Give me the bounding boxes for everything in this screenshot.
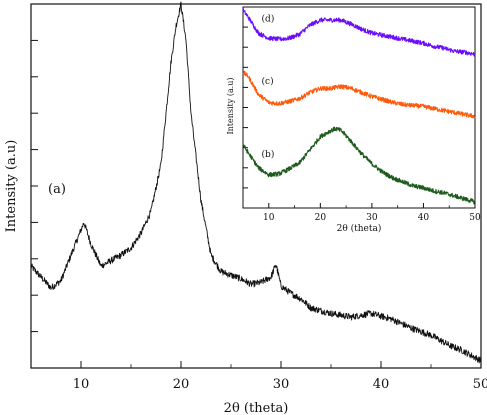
x-tick-label: 50	[469, 213, 481, 223]
x-tick-label: 40	[373, 377, 390, 392]
x-tick-label: 30	[273, 377, 290, 392]
x-tick-label: 10	[73, 377, 90, 392]
main-series-group	[30, 1, 482, 364]
main-y-axis-label: Intensity (a.u)	[4, 140, 19, 233]
x-tick-label: 50	[473, 377, 487, 392]
series-label-b: (b)	[262, 149, 275, 160]
x-tick-label: 30	[366, 213, 378, 223]
main-panel-label: (a)	[48, 182, 66, 197]
main-x-ticks: 10 20 30 40 50	[30, 361, 487, 392]
inset-series-group	[242, 8, 476, 205]
inset-x-ticks: 10 20 30 40 50	[242, 203, 481, 223]
main-y-ticks	[31, 39, 38, 333]
series-label-d: (d)	[262, 14, 275, 25]
series-label-c: (c)	[262, 76, 274, 87]
x-tick-label: 40	[418, 213, 430, 223]
inset-series-labels: (d) (c) (b)	[262, 14, 275, 160]
inset-x-axis-label: 2θ (theta)	[337, 223, 382, 234]
series-line-b	[242, 126, 476, 205]
main-x-axis-label: 2θ (theta)	[224, 401, 289, 415]
inset-y-axis-label: Intensity (a.u)	[226, 77, 235, 134]
x-tick-label: 20	[173, 377, 190, 392]
series-line-c	[242, 70, 476, 119]
series-line-d	[242, 8, 476, 57]
x-tick-label: 10	[263, 213, 275, 223]
inset-y-ticks	[243, 26, 248, 189]
x-tick-label: 20	[315, 213, 327, 223]
series-line	[30, 1, 482, 364]
